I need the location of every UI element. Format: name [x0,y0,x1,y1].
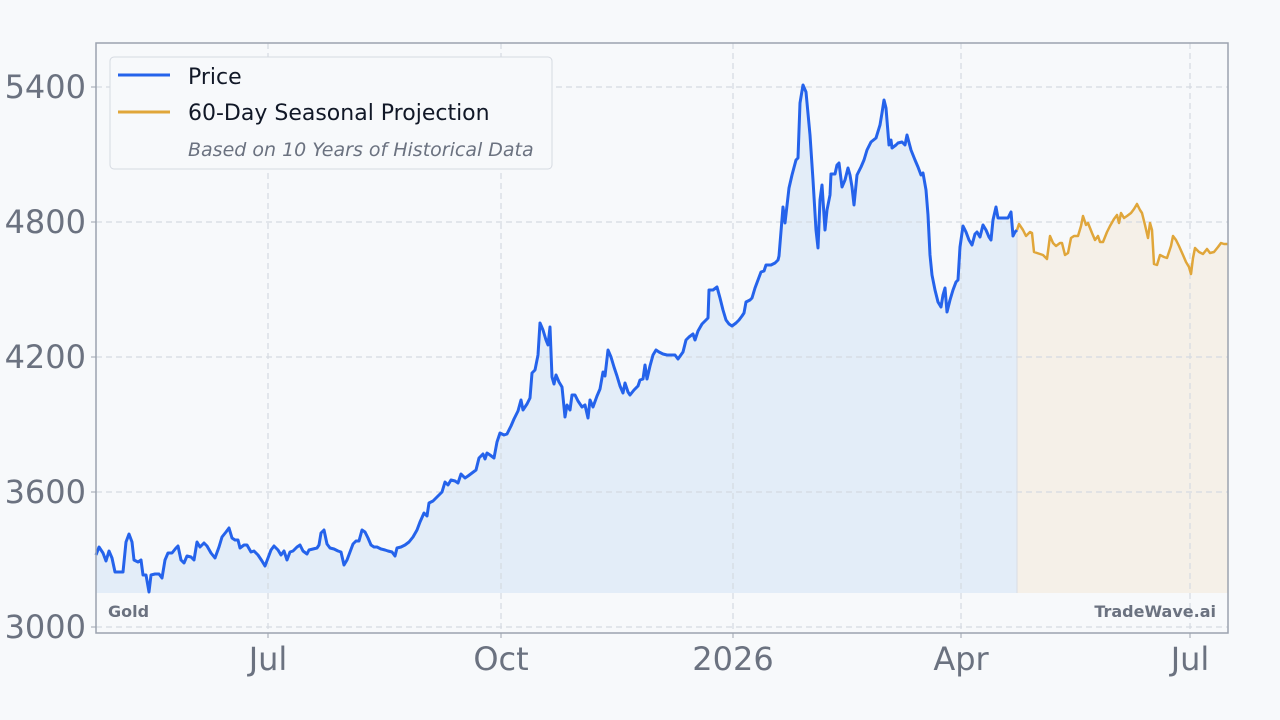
legend-box [109,56,553,170]
asset-label: Gold [108,602,149,621]
grid-lines [96,43,1228,633]
projection-area-fill [1017,204,1228,593]
projection-line [1015,202,1228,276]
y-tick-label: 3600 [5,473,86,511]
y-tick-label: 3000 [5,608,86,646]
x-axis: Jul Oct 2026 Apr Jul [247,633,1210,678]
watermark: TradeWave.ai [1094,602,1216,621]
x-tick-label: Oct [473,640,528,678]
x-tick-label: Jul [247,640,288,678]
price-line [94,83,1019,594]
legend-note: Based on 10 Years of Historical Data [188,139,534,161]
x-tick-label: Jul [1169,640,1210,678]
y-tick-label: 5400 [5,68,86,106]
y-axis: 3000 3600 4200 4800 5400 [5,68,96,646]
plot-frame [95,42,1229,634]
y-tick-label: 4200 [5,338,86,376]
y-tick-label: 4800 [5,203,86,241]
legend-price-label: Price [188,65,242,90]
legend: Price 60-Day Seasonal Projection Based o… [109,56,553,170]
series-lines [94,83,1228,594]
x-tick-label: Apr [933,640,989,678]
x-tick-label: 2026 [692,640,773,678]
legend-projection-label: 60-Day Seasonal Projection [188,101,490,126]
